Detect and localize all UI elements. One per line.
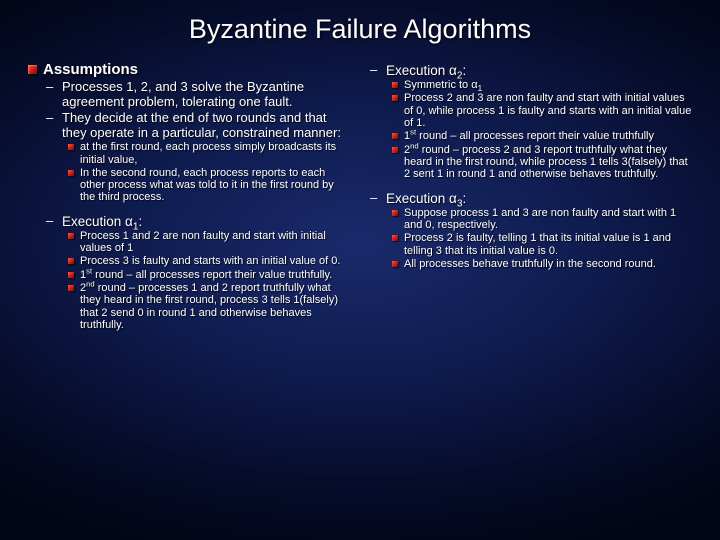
round-details: at the first round, each process simply … bbox=[68, 141, 350, 204]
exec-label-post: : bbox=[138, 214, 142, 229]
leaf-item: at the first round, each process simply … bbox=[68, 141, 350, 166]
leaf-item: Process 3 is faulty and starts with an i… bbox=[68, 255, 350, 267]
sub-item: – They decide at the end of two rounds a… bbox=[46, 111, 350, 140]
leaf-text: Process 2 is faulty, telling 1 that its … bbox=[404, 232, 692, 257]
exec2-heading-row: – Execution α2: bbox=[370, 63, 692, 78]
leaf-text: 2nd round – process 2 and 3 report truth… bbox=[404, 144, 692, 181]
leaf-item: 1st round – all processes report their v… bbox=[68, 269, 350, 281]
bullet-icon bbox=[68, 285, 74, 291]
bullet-icon bbox=[68, 144, 74, 150]
sub-text: They decide at the end of two rounds and… bbox=[62, 111, 350, 140]
leaf-text: Process 2 and 3 are non faulty and start… bbox=[404, 92, 692, 129]
bullet-icon bbox=[392, 82, 398, 88]
leaf-text: Process 3 is faulty and starts with an i… bbox=[80, 255, 340, 267]
leaf-text: Process 1 and 2 are non faulty and start… bbox=[80, 230, 350, 255]
bullet-icon bbox=[392, 210, 398, 216]
slide-title: Byzantine Failure Algorithms bbox=[28, 14, 692, 45]
leaf-item: 2nd round – processes 1 and 2 report tru… bbox=[68, 282, 350, 331]
exec1-items: Process 1 and 2 are non faulty and start… bbox=[68, 230, 350, 332]
dash-icon: – bbox=[46, 214, 56, 228]
leaf-item: All processes behave truthfully in the s… bbox=[392, 258, 692, 270]
exec2-heading: Execution α2: bbox=[386, 63, 466, 78]
leaf-text: 1st round – all processes report their v… bbox=[404, 130, 654, 142]
exec1-heading-row: – Execution α1: bbox=[46, 214, 350, 229]
right-column: – Execution α2: Symmetric to α1 Process … bbox=[370, 61, 692, 331]
leaf-text: Symmetric to α1 bbox=[404, 79, 482, 91]
leaf-text: 1st round – all processes report their v… bbox=[80, 269, 332, 281]
leaf-text: Suppose process 1 and 3 are non faulty a… bbox=[404, 207, 692, 232]
bullet-icon bbox=[392, 95, 398, 101]
exec-label-pre: Execution α bbox=[386, 191, 457, 206]
sub-item: – Processes 1, 2, and 3 solve the Byzant… bbox=[46, 80, 350, 109]
leaf-item: 2nd round – process 2 and 3 report truth… bbox=[392, 144, 692, 181]
assumptions-heading-row: Assumptions bbox=[28, 61, 350, 78]
bullet-icon bbox=[392, 147, 398, 153]
exec-label-pre: Execution α bbox=[62, 214, 133, 229]
assumptions-heading: Assumptions bbox=[43, 61, 138, 78]
bullet-icon bbox=[68, 233, 74, 239]
leaf-item: In the second round, each process report… bbox=[68, 167, 350, 204]
exec2-items: Symmetric to α1 Process 2 and 3 are non … bbox=[392, 79, 692, 181]
exec3-heading-row: – Execution α3: bbox=[370, 191, 692, 206]
exec-label-post: : bbox=[462, 63, 466, 78]
leaf-text: In the second round, each process report… bbox=[80, 167, 350, 204]
bullet-icon bbox=[68, 170, 74, 176]
bullet-icon bbox=[392, 261, 398, 267]
leaf-item: Process 1 and 2 are non faulty and start… bbox=[68, 230, 350, 255]
bullet-icon bbox=[68, 272, 74, 278]
bullet-icon bbox=[392, 235, 398, 241]
assumptions-subs: – Processes 1, 2, and 3 solve the Byzant… bbox=[46, 80, 350, 331]
columns: Assumptions – Processes 1, 2, and 3 solv… bbox=[28, 61, 692, 331]
leaf-text: All processes behave truthfully in the s… bbox=[404, 258, 656, 270]
exec3-items: Suppose process 1 and 3 are non faulty a… bbox=[392, 207, 692, 271]
leaf-text: 2nd round – processes 1 and 2 report tru… bbox=[80, 282, 350, 331]
dash-icon: – bbox=[370, 191, 380, 205]
exec-label-post: : bbox=[462, 191, 466, 206]
right-inner: – Execution α2: Symmetric to α1 Process … bbox=[370, 63, 692, 270]
bullet-icon bbox=[28, 65, 37, 74]
leaf-item: Suppose process 1 and 3 are non faulty a… bbox=[392, 207, 692, 232]
dash-icon: – bbox=[46, 111, 56, 125]
bullet-icon bbox=[68, 258, 74, 264]
exec3-heading: Execution α3: bbox=[386, 191, 466, 206]
dash-icon: – bbox=[370, 63, 380, 77]
left-column: Assumptions – Processes 1, 2, and 3 solv… bbox=[28, 61, 350, 331]
dash-icon: – bbox=[46, 80, 56, 94]
bullet-icon bbox=[392, 133, 398, 139]
leaf-item: Process 2 is faulty, telling 1 that its … bbox=[392, 232, 692, 257]
sub-text: Processes 1, 2, and 3 solve the Byzantin… bbox=[62, 80, 350, 109]
exec-label-pre: Execution α bbox=[386, 63, 457, 78]
leaf-text: at the first round, each process simply … bbox=[80, 141, 350, 166]
leaf-item: 1st round – all processes report their v… bbox=[392, 130, 692, 142]
leaf-item: Symmetric to α1 bbox=[392, 79, 692, 91]
leaf-item: Process 2 and 3 are non faulty and start… bbox=[392, 92, 692, 129]
exec1-heading: Execution α1: bbox=[62, 214, 142, 229]
